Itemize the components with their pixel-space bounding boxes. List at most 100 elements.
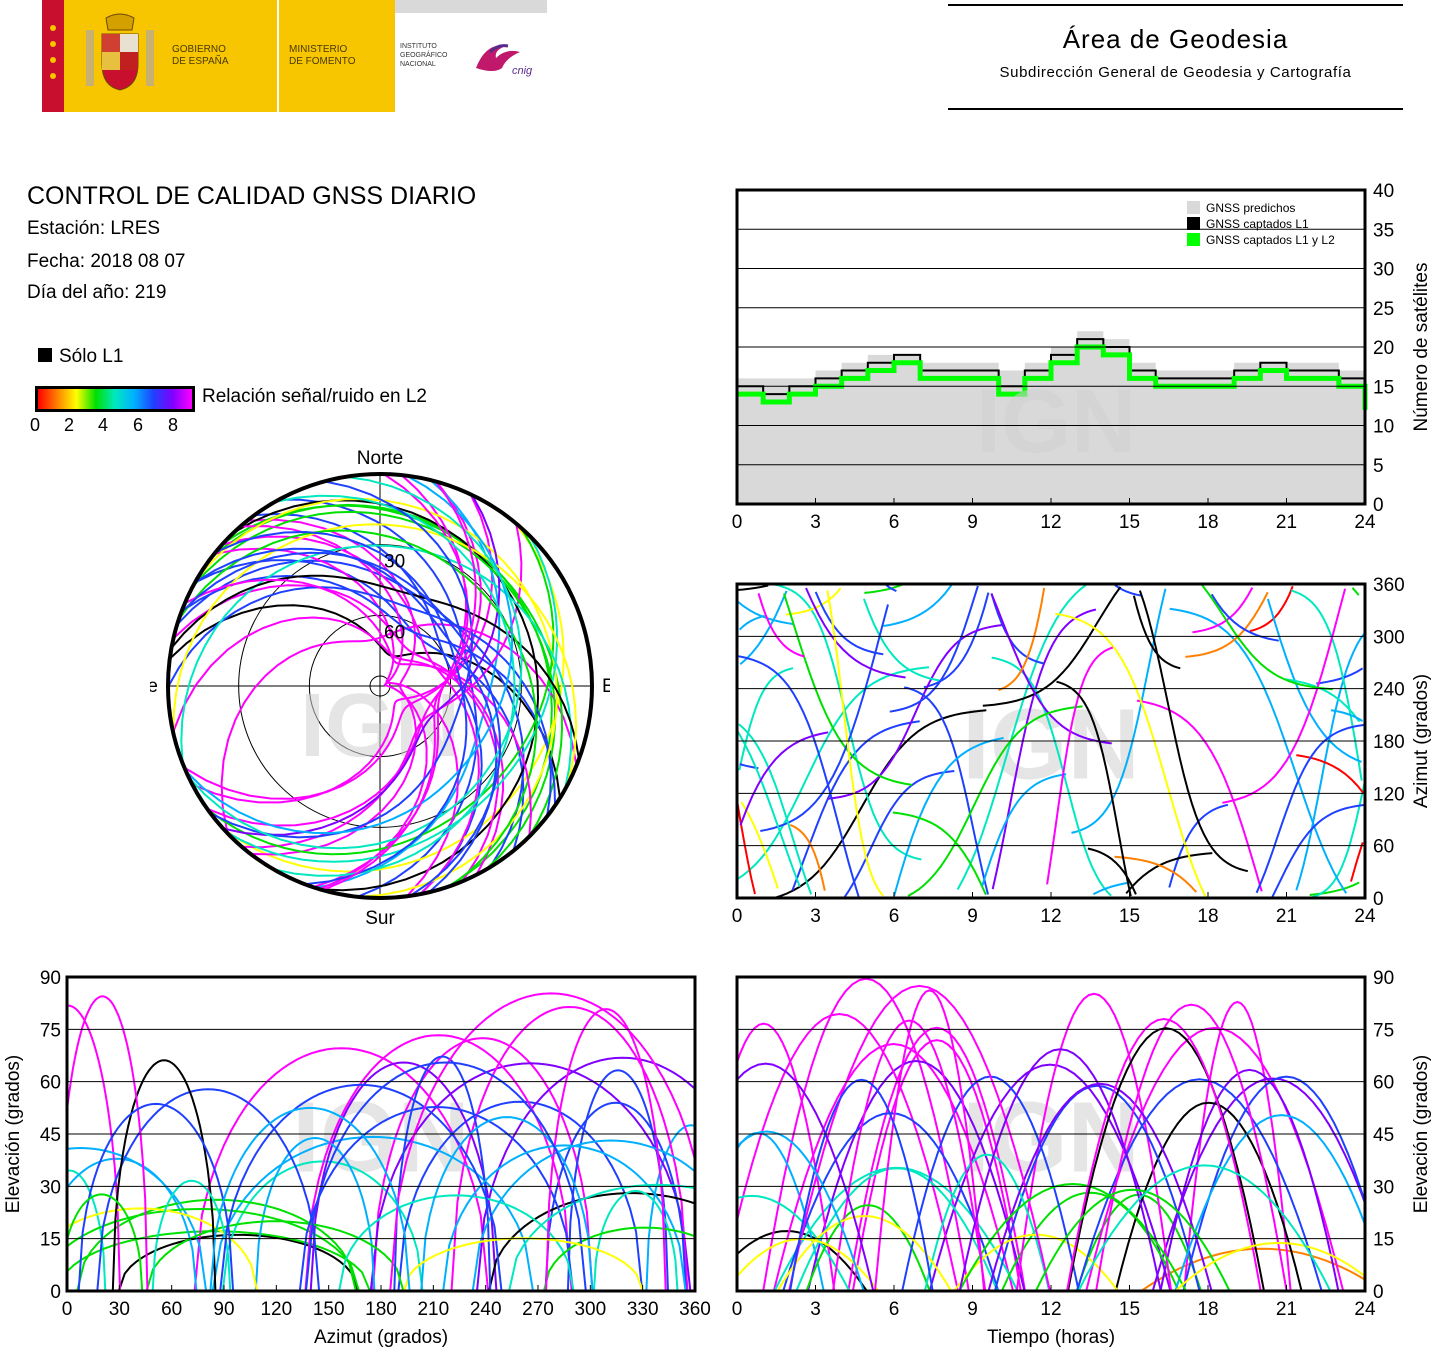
satellite-track (209, 1106, 411, 1291)
satellite-track (737, 584, 769, 591)
x-tick-label: 9 (967, 906, 978, 927)
snr-tick: 2 (64, 415, 75, 435)
y-tick-label: 15 (1373, 1230, 1394, 1251)
x-tick-label: 60 (161, 1299, 182, 1320)
satellite-track (739, 590, 788, 665)
satellite-track (67, 1169, 107, 1291)
y-tick-label: 25 (1373, 299, 1394, 320)
satellite-track (827, 623, 1005, 800)
x-tick-label: 0 (732, 512, 743, 533)
y-axis-label: Elevación (grados) (3, 1055, 24, 1213)
satellite-track (67, 1207, 360, 1291)
x-tick-label: 21 (1276, 906, 1297, 927)
satellite-track (785, 587, 842, 616)
area-title: Área de Geodesia (1062, 24, 1289, 54)
satellite-track (958, 1048, 1162, 1291)
x-tick-label: 3 (810, 1299, 821, 1320)
satellite-track (788, 984, 1051, 1291)
x-tick-label: 24 (1354, 906, 1376, 927)
satellite-track (96, 1088, 321, 1291)
satellite-track (194, 547, 498, 893)
satellite-track (170, 574, 580, 760)
date-label: Fecha: 2018 08 07 (27, 251, 186, 272)
x-tick-label: 330 (627, 1299, 659, 1320)
x-tick-label: 120 (260, 1299, 292, 1320)
solo-l1-swatch (38, 348, 52, 362)
stars-icon (44, 20, 62, 90)
satellite-track (172, 616, 499, 882)
plot-border (735, 188, 1367, 506)
snr-colorbar (35, 386, 195, 412)
label-north: Norte (357, 448, 403, 469)
y-tick-label: 180 (1373, 732, 1405, 753)
y-tick-label: 30 (1373, 260, 1394, 281)
satellite-track (987, 1082, 1213, 1291)
y-tick-label: 0 (1373, 495, 1384, 516)
satellite-track (298, 1105, 574, 1291)
satellite-track (843, 770, 955, 898)
sky-tracks (168, 474, 580, 898)
satellite-track (211, 1135, 534, 1291)
satellite-track (442, 1144, 687, 1291)
satellite-track (1174, 1241, 1365, 1291)
x-tick-label: 12 (1040, 512, 1061, 533)
satellite-track (221, 535, 480, 895)
satellite-track (1316, 667, 1364, 685)
satellite-track (222, 494, 501, 836)
satellite-track (757, 593, 805, 658)
instituto-text: INSTITUTO GEOGRÁFICO NACIONAL (400, 42, 447, 69)
satellite-track (1330, 709, 1364, 722)
x-tick-label: 24 (1354, 1299, 1376, 1320)
station-label: Estación: LRES (27, 218, 161, 239)
satellite-track (210, 480, 474, 839)
satellite-track (219, 1083, 503, 1291)
y-tick-label: 0 (1373, 889, 1384, 910)
x-tick-label: 3 (810, 906, 821, 927)
satellite-track (737, 1062, 875, 1291)
satellite-track (1092, 881, 1131, 896)
x-tick-label: 9 (967, 512, 978, 533)
gobierno-line-1: GOBIERNO (172, 44, 226, 55)
plot-frame: 0 5 10 15 20 25 30 35 40 0 3 6 9 12 15 18 21 24 Número de … (732, 181, 1432, 533)
y-tick-label: 40 (1373, 181, 1394, 202)
x-tick-label: 12 (1040, 1299, 1061, 1320)
x-axis-label: Azimut (grados) (314, 1327, 448, 1348)
satellite-track (220, 623, 578, 834)
satellite-track (338, 1194, 575, 1291)
satellite-track (77, 1102, 235, 1291)
satellite-track (151, 1179, 232, 1291)
satellite-track (737, 1130, 865, 1291)
legend-label: GNSS captados L1 y L2 (1206, 233, 1335, 247)
satellite-track (1136, 699, 1263, 892)
satellite-track (789, 823, 826, 891)
satellite-track (991, 656, 1112, 897)
satellite-track (760, 604, 889, 832)
x-tick-label: 21 (1276, 1299, 1297, 1320)
x-axis-label: Tiempo (horas) (987, 1327, 1115, 1348)
satellite-track (737, 730, 801, 888)
skyplot-chart: IGNNorteSurEsteOeste3060 (150, 448, 610, 929)
legend: GNSS predichos GNSS captados L1 GNSS capta… (1187, 201, 1335, 247)
satellite-track (180, 551, 502, 897)
coat-of-arms-icon (80, 12, 160, 96)
series-l1-l2-line (737, 344, 1368, 410)
geodesia-bottom-rule (948, 108, 1403, 110)
y-axis-label: Elevación (grados) (1411, 1055, 1432, 1213)
x-tick-label: 0 (62, 1299, 73, 1320)
y-tick-label: 35 (1373, 220, 1394, 241)
satellite-track (737, 1022, 836, 1291)
x-tick-label: 15 (1119, 906, 1140, 927)
satellite-track (1066, 1017, 1262, 1291)
satellite-track (1185, 591, 1269, 658)
satellite-track (1169, 607, 1348, 894)
x-tick-label: 6 (889, 512, 900, 533)
satellite-track (1210, 593, 1279, 642)
satellite-track (738, 667, 794, 771)
satellite-track (393, 1055, 492, 1291)
y-axis-label: Número de satélites (1411, 263, 1432, 432)
satellite-track (1034, 1188, 1231, 1291)
satellite-track (221, 1160, 424, 1291)
cnig-logo: cnig (470, 38, 540, 82)
